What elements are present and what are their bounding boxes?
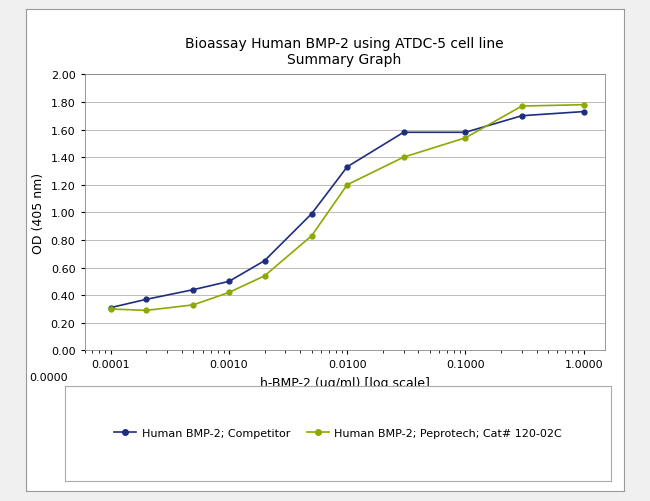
Human BMP-2; Peprotech; Cat# 120-02C xyxy=(261,273,268,279)
Title: Bioassay Human BMP-2 using ATDC-5 cell line
Summary Graph: Bioassay Human BMP-2 using ATDC-5 cell l… xyxy=(185,37,504,67)
Text: 0.0000: 0.0000 xyxy=(29,373,68,383)
Human BMP-2; Peprotech; Cat# 120-02C xyxy=(343,182,351,188)
Human BMP-2; Peprotech; Cat# 120-02C xyxy=(225,290,233,296)
Human BMP-2; Competitor xyxy=(107,305,114,311)
Human BMP-2; Peprotech; Cat# 120-02C xyxy=(307,233,315,239)
Human BMP-2; Competitor xyxy=(580,109,588,115)
Human BMP-2; Peprotech; Cat# 120-02C xyxy=(400,155,408,161)
Human BMP-2; Competitor xyxy=(142,297,150,303)
Human BMP-2; Peprotech; Cat# 120-02C xyxy=(462,135,469,141)
Human BMP-2; Peprotech; Cat# 120-02C xyxy=(142,308,150,314)
Human BMP-2; Competitor xyxy=(400,130,408,136)
Human BMP-2; Competitor xyxy=(190,287,198,293)
Y-axis label: OD (405 nm): OD (405 nm) xyxy=(32,172,45,254)
X-axis label: h-BMP-2 (ug/ml) [log scale]: h-BMP-2 (ug/ml) [log scale] xyxy=(259,377,430,390)
Line: Human BMP-2; Competitor: Human BMP-2; Competitor xyxy=(109,110,586,311)
Human BMP-2; Peprotech; Cat# 120-02C xyxy=(580,102,588,108)
Human BMP-2; Peprotech; Cat# 120-02C xyxy=(518,104,526,110)
Human BMP-2; Peprotech; Cat# 120-02C xyxy=(190,302,198,308)
Human BMP-2; Competitor xyxy=(261,258,268,264)
Human BMP-2; Competitor xyxy=(225,279,233,285)
Human BMP-2; Competitor xyxy=(462,130,469,136)
Human BMP-2; Peprotech; Cat# 120-02C xyxy=(107,306,114,313)
Human BMP-2; Competitor xyxy=(307,211,315,217)
Line: Human BMP-2; Peprotech; Cat# 120-02C: Human BMP-2; Peprotech; Cat# 120-02C xyxy=(109,103,586,313)
Human BMP-2; Competitor xyxy=(518,113,526,119)
Human BMP-2; Competitor xyxy=(343,164,351,170)
Legend: Human BMP-2; Competitor, Human BMP-2; Peprotech; Cat# 120-02C: Human BMP-2; Competitor, Human BMP-2; Pe… xyxy=(109,424,567,443)
